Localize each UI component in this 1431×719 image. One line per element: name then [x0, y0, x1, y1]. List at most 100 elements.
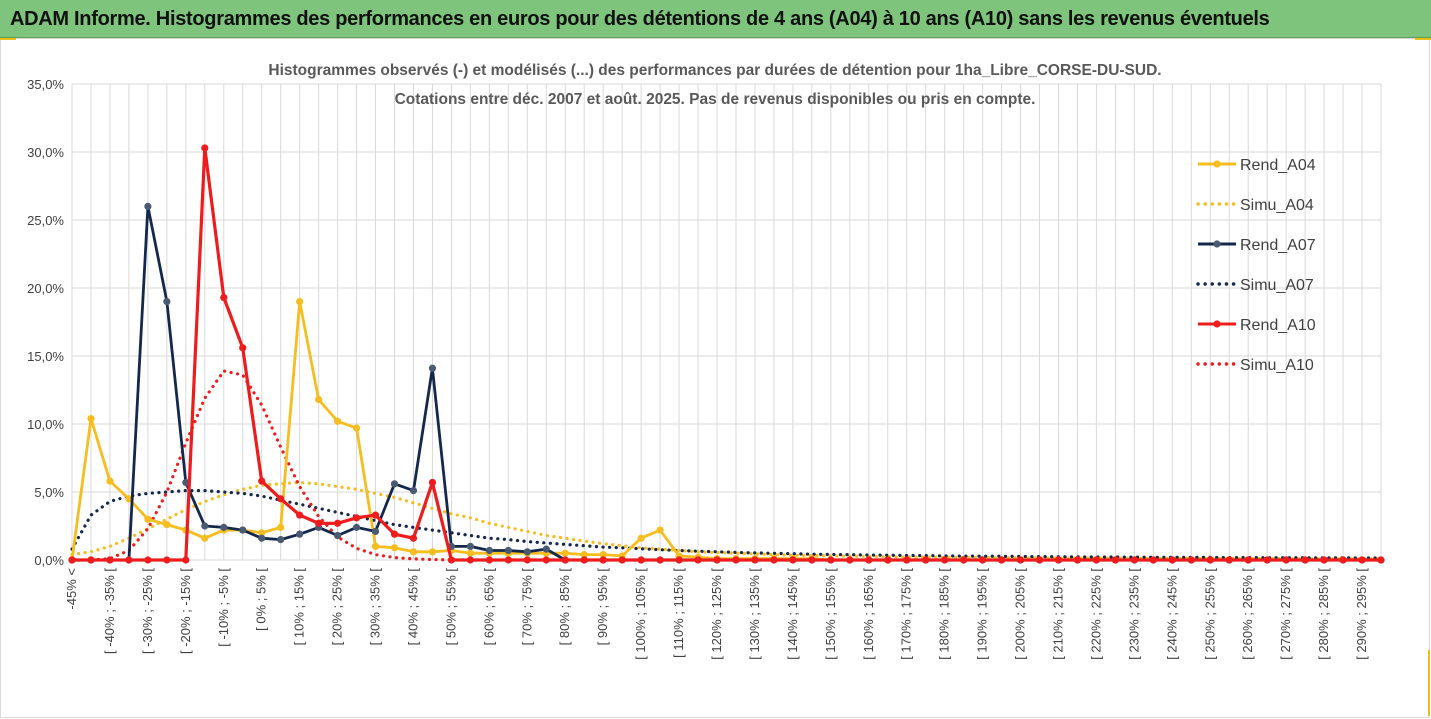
legend-item-Rend_A04: Rend_A04 — [1198, 157, 1316, 174]
x-tick-label: [ -20% ; -15% [ — [178, 568, 193, 654]
data-point — [1130, 556, 1138, 564]
data-point — [751, 556, 759, 564]
data-point — [997, 556, 1006, 564]
series-Rend_A04 — [68, 298, 1385, 564]
data-point — [675, 556, 683, 564]
data-point — [1054, 556, 1063, 564]
data-point — [1358, 556, 1366, 564]
data-point — [144, 556, 152, 564]
data-point — [277, 495, 285, 503]
data-point — [201, 522, 209, 530]
data-point — [220, 293, 228, 302]
data-point — [333, 417, 342, 425]
data-point — [371, 527, 380, 536]
data-point — [163, 521, 171, 529]
data-point — [941, 556, 949, 564]
data-point — [732, 556, 740, 564]
y-tick-label: 0,0% — [34, 553, 64, 568]
x-tick-label: [ 230% ; 235% [ — [1126, 568, 1141, 660]
data-point — [656, 556, 664, 564]
data-point — [1339, 556, 1347, 564]
data-point — [277, 536, 285, 544]
data-point — [637, 556, 645, 564]
data-point — [504, 556, 512, 564]
data-point — [1149, 556, 1157, 564]
x-tick-label: [ 180% ; 185% [ — [937, 568, 952, 660]
data-point — [884, 556, 892, 564]
data-point — [428, 478, 437, 487]
corner-accent-top-left — [0, 38, 16, 40]
data-point — [1263, 556, 1271, 564]
data-point — [1206, 556, 1214, 564]
data-point — [296, 530, 304, 538]
legend-item-Simu_A04: Simu_A04 — [1196, 197, 1314, 214]
legend-label: Rend_A04 — [1240, 157, 1316, 174]
x-tick-label: [ 200% ; 205% [ — [1013, 568, 1028, 660]
data-point — [713, 556, 721, 564]
x-tick-label: [ 110% ; 115% [ — [671, 568, 686, 658]
data-point — [296, 298, 304, 306]
data-point — [1244, 556, 1252, 564]
x-tick-label: [ 60% ; 65% [ — [481, 568, 496, 646]
x-tick-label: [ 250% ; 255% [ — [1202, 568, 1217, 660]
data-point — [315, 395, 323, 404]
x-tick-label: [ 210% ; 215% [ — [1050, 568, 1065, 660]
legend-label: Rend_A10 — [1240, 317, 1316, 334]
data-point — [1187, 556, 1195, 564]
data-point — [87, 556, 95, 564]
data-point — [239, 526, 247, 534]
report-title: ADAM Informe. Histogrammes des performan… — [10, 8, 1270, 30]
data-point — [409, 487, 418, 495]
data-point — [523, 548, 531, 556]
data-point — [1073, 556, 1082, 564]
chart-title-line-2: Cotations entre déc. 2007 et août. 2025.… — [395, 91, 1036, 108]
data-point — [960, 556, 968, 564]
data-point — [808, 556, 816, 564]
data-point — [258, 477, 266, 485]
data-point — [1168, 556, 1176, 564]
data-point — [106, 477, 114, 485]
legend-marker — [1213, 160, 1221, 168]
data-point — [694, 556, 702, 564]
data-point — [466, 549, 474, 557]
chart-frame — [0, 38, 1430, 718]
data-point — [163, 298, 171, 306]
data-point — [390, 530, 399, 538]
legend: Rend_A04 Simu_A04 Rend_A07 Simu_A07 Rend_A10… — [1196, 157, 1316, 374]
series-Simu_A07 — [70, 489, 1383, 560]
y-axis-tick-labels: 0,0% 5,0% 10,0% 15,0% 20,0% 25,0% 30,0% 35,0% — [27, 77, 64, 568]
y-tick-label: 15,0% — [27, 349, 64, 364]
data-point — [333, 519, 342, 527]
y-tick-label: 5,0% — [34, 485, 64, 500]
data-point — [1016, 556, 1025, 564]
data-point — [390, 480, 399, 488]
x-tick-label: [ -30% ; -25% [ — [140, 568, 155, 654]
data-point — [201, 534, 209, 542]
data-point — [315, 519, 323, 527]
x-tick-label: -45% < — [64, 568, 79, 610]
y-tick-label: 20,0% — [27, 281, 64, 296]
data-point — [580, 556, 588, 564]
data-point — [201, 144, 209, 152]
data-point — [1282, 556, 1290, 564]
data-point — [580, 550, 588, 559]
data-point — [1225, 556, 1233, 564]
data-point — [390, 544, 399, 552]
corner-accent-bottom-right — [1428, 650, 1430, 716]
data-point — [447, 556, 456, 564]
data-point — [846, 556, 854, 564]
data-point — [277, 523, 285, 531]
data-point — [504, 546, 512, 555]
data-point — [599, 550, 607, 559]
x-tick-label: [ 140% ; 145% [ — [785, 568, 800, 660]
data-point — [789, 556, 797, 564]
data-point — [352, 523, 361, 531]
series-line-Rend_A04 — [70, 300, 1381, 562]
data-point — [106, 556, 114, 564]
report-banner: ADAM Informe. Histogrammes des performan… — [0, 0, 1431, 38]
legend-label: Rend_A07 — [1240, 237, 1316, 254]
x-tick-label: [ -10% ; -5% [ — [216, 568, 231, 647]
y-tick-label: 35,0% — [27, 77, 64, 92]
data-point — [182, 556, 190, 564]
data-point — [466, 542, 474, 551]
